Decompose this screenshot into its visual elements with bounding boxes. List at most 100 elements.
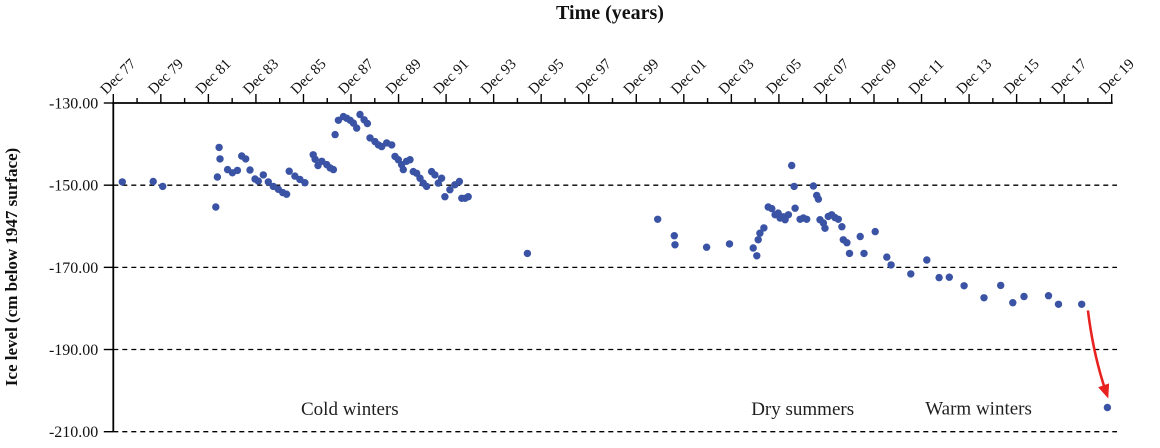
scatter-point bbox=[749, 244, 757, 252]
scatter-point bbox=[814, 195, 823, 203]
x-tick-label: Dec 19 bbox=[1096, 56, 1138, 98]
x-axis-labels: Dec 77 Dec 79 Dec 81 Dec 83 Dec 85 Dec 87 Dec … bbox=[98, 56, 1138, 98]
scatter-point bbox=[923, 256, 931, 264]
scatter-point bbox=[809, 182, 818, 190]
scatter-point bbox=[437, 174, 446, 182]
era-label: Cold winters bbox=[301, 399, 399, 420]
scatter-point bbox=[149, 177, 157, 186]
x-tick-label: Dec 01 bbox=[668, 56, 710, 98]
scatter-point bbox=[1054, 300, 1063, 308]
x-tick-label: Dec 87 bbox=[336, 56, 378, 98]
arrow-head bbox=[1098, 383, 1110, 399]
scatter-point bbox=[329, 165, 338, 174]
scatter-point bbox=[363, 119, 372, 128]
y-tick-label: -190.00 bbox=[49, 342, 98, 359]
scatter-point bbox=[907, 270, 915, 278]
scatter-point bbox=[285, 167, 293, 175]
scatter-point bbox=[754, 236, 762, 244]
scatter-point bbox=[159, 182, 167, 191]
scatter-point bbox=[1103, 403, 1112, 412]
scatter-point bbox=[980, 294, 988, 302]
scatter-point bbox=[756, 229, 764, 237]
y-tick-label: -210.00 bbox=[49, 424, 98, 441]
scatter-point bbox=[464, 193, 472, 201]
scatter-point bbox=[760, 224, 768, 232]
x-tick-label: Dec 89 bbox=[383, 56, 425, 98]
era-label: Dry summers bbox=[751, 399, 854, 420]
data-points bbox=[118, 110, 1112, 412]
trend-arrow bbox=[1086, 310, 1110, 399]
x-tick-label: Dec 03 bbox=[716, 56, 758, 98]
x-tick-label: Dec 91 bbox=[431, 56, 473, 98]
scatter-point bbox=[259, 171, 267, 179]
scatter-point bbox=[242, 155, 250, 163]
scatter-point bbox=[788, 161, 796, 170]
scatter-point bbox=[388, 141, 396, 149]
scatter-point bbox=[1044, 292, 1053, 300]
scatter-point bbox=[935, 273, 943, 282]
scatter-point bbox=[446, 186, 454, 194]
x-tick-label: Dec 15 bbox=[1001, 56, 1043, 98]
y-tick-label: -170.00 bbox=[49, 260, 98, 277]
scatter-point bbox=[871, 227, 879, 236]
x-tick-label: Dec 95 bbox=[526, 56, 568, 98]
x-tick-label: Dec 81 bbox=[193, 56, 235, 98]
scatter-point bbox=[441, 193, 449, 201]
scatter-point bbox=[803, 215, 811, 223]
scatter-point bbox=[523, 249, 532, 258]
y-tick-label: -150.00 bbox=[49, 178, 98, 195]
arrow-shaft bbox=[1086, 310, 1109, 396]
x-tick-label: Dec 97 bbox=[573, 56, 615, 98]
x-tick-label: Dec 09 bbox=[859, 56, 901, 98]
scatter-point bbox=[1078, 300, 1086, 308]
scatter-point bbox=[215, 143, 223, 152]
scatter-point bbox=[860, 249, 868, 258]
scatter-point bbox=[233, 166, 242, 175]
scatter-point bbox=[768, 204, 776, 213]
era-annotations: Cold winters Dry summers Warm winters bbox=[301, 398, 1032, 420]
scatter-point bbox=[784, 211, 793, 219]
scatter-point bbox=[422, 182, 431, 191]
scatter-point bbox=[301, 179, 309, 187]
y-gridlines bbox=[103, 102, 1117, 433]
scatter-point bbox=[791, 204, 799, 212]
x-tick-label: Dec 77 bbox=[98, 56, 140, 98]
scatter-point bbox=[753, 252, 761, 260]
scatter-point bbox=[246, 166, 254, 174]
x-tick-label: Dec 79 bbox=[145, 56, 187, 98]
chart-title: Time (years) bbox=[556, 2, 664, 24]
x-tick-label: Dec 05 bbox=[763, 56, 805, 98]
scatter-point bbox=[960, 282, 968, 290]
scatter-point bbox=[282, 190, 291, 198]
scatter-point bbox=[997, 281, 1005, 290]
x-tick-label: Dec 85 bbox=[288, 56, 330, 98]
x-tick-label: Dec 11 bbox=[906, 57, 947, 98]
scatter-point bbox=[118, 178, 127, 186]
scatter-point bbox=[856, 232, 864, 241]
scatter-point bbox=[945, 273, 953, 281]
scatter-point bbox=[212, 203, 220, 211]
scatter-point bbox=[399, 165, 407, 174]
y-axis-title: Ice level (cm below 1947 surface) bbox=[2, 148, 21, 386]
scatter-point bbox=[838, 223, 846, 231]
scatter-point bbox=[356, 110, 364, 119]
scatter-point bbox=[406, 156, 414, 164]
scatter-point bbox=[213, 173, 222, 181]
scatter-point bbox=[887, 261, 895, 269]
scatter-point bbox=[1020, 292, 1028, 301]
x-tick-label: Dec 13 bbox=[954, 56, 996, 98]
scatter-point bbox=[845, 249, 854, 258]
scatter-point bbox=[353, 124, 361, 132]
scatter-point bbox=[1009, 299, 1017, 307]
scatter-point bbox=[670, 232, 678, 240]
x-tick-label: Dec 83 bbox=[240, 56, 282, 98]
scatter-point bbox=[216, 155, 224, 163]
x-tick-label: Dec 17 bbox=[1049, 56, 1091, 98]
scatter-point bbox=[702, 243, 711, 251]
y-axis-labels: -130.00 -150.00 -170.00 -190.00 -210.00 bbox=[49, 96, 98, 442]
scatter-point bbox=[790, 182, 798, 191]
scatter-point bbox=[834, 215, 842, 223]
scatter-point bbox=[883, 253, 891, 261]
x-tick-label: Dec 07 bbox=[811, 56, 853, 98]
